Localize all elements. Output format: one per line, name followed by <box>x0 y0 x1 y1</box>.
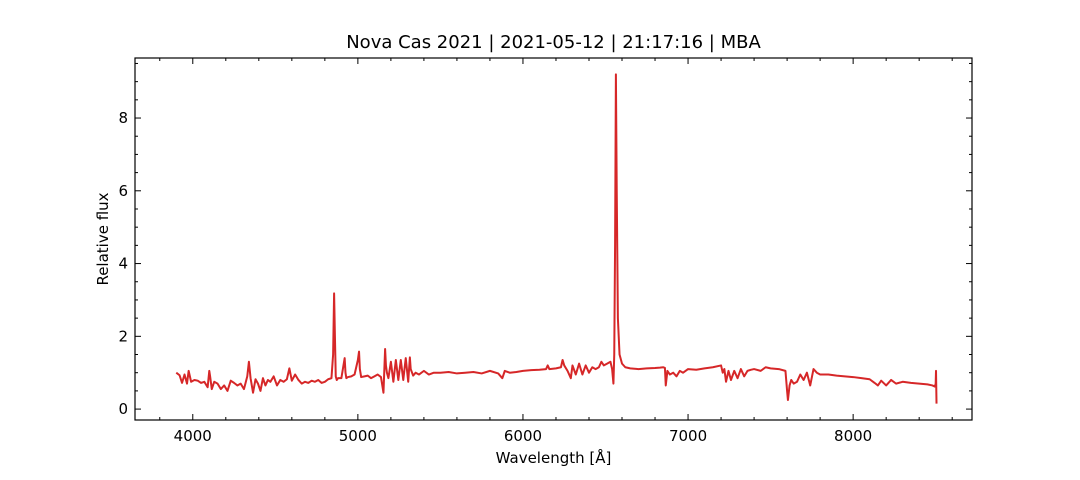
x-tick-label: 7000 <box>669 427 707 445</box>
y-tick-label: 6 <box>118 182 128 200</box>
x-tick-label: 6000 <box>504 427 542 445</box>
y-tick-label: 8 <box>118 109 128 127</box>
x-tick-label: 4000 <box>174 427 212 445</box>
x-tick-label: 5000 <box>339 427 377 445</box>
x-axis: 4000 5000 6000 7000 8000 <box>159 58 953 445</box>
x-axis-label: Wavelength [Å] <box>496 448 612 467</box>
plot-area <box>175 73 938 404</box>
spectrum-line <box>175 73 938 404</box>
y-axis: 0 2 4 6 8 <box>118 62 972 418</box>
y-axis-label: Relative flux <box>94 192 112 285</box>
y-tick-label: 4 <box>118 255 128 273</box>
y-tick-label: 0 <box>118 400 128 418</box>
y-tick-label: 2 <box>118 327 128 345</box>
x-tick-label: 8000 <box>834 427 872 445</box>
chart-title: Nova Cas 2021 | 2021-05-12 | 21:17:16 | … <box>346 32 761 53</box>
plot-frame <box>134 57 973 421</box>
